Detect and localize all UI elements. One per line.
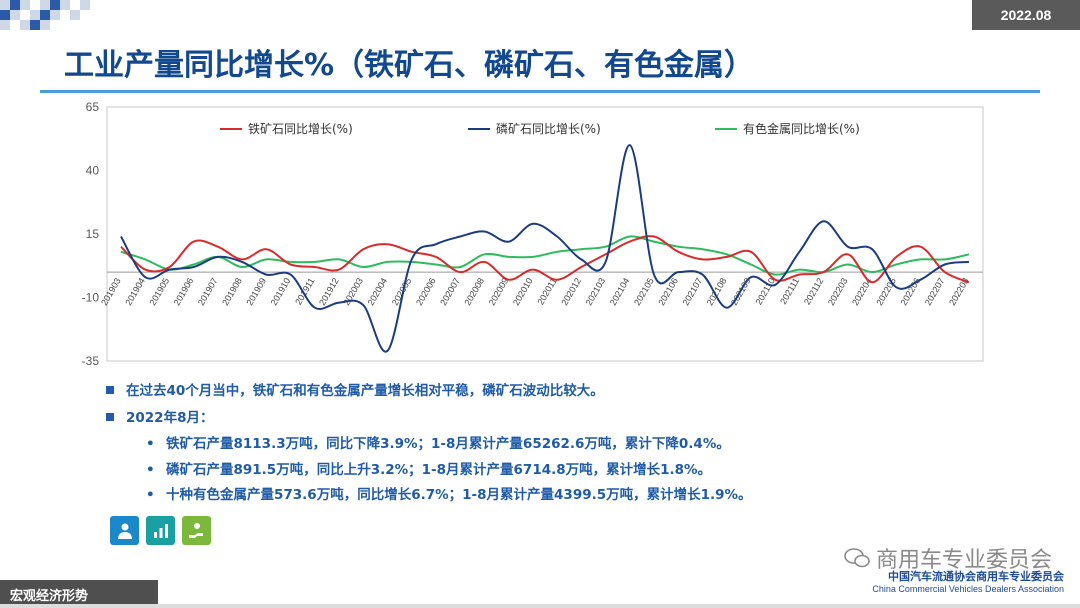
square-bullet-icon — [106, 413, 114, 421]
series-line-0 — [120, 235, 970, 284]
x-tick-label: 201906 — [172, 276, 196, 307]
sub-bullet-text-metals: 十种有色金属产量573.6万吨，同比增长6.7%；1-8月累计产量4399.5万… — [166, 487, 752, 503]
date-badge: 2022.08 — [972, 0, 1080, 30]
x-tick-label: 201908 — [220, 276, 244, 307]
sub-bullet-phosphate: • 磷矿石产量891.5万吨，同比上升3.2%；1-8月累计产量6714.8万吨，… — [146, 458, 711, 478]
x-tick-label: 201904 — [123, 276, 147, 307]
sub-bullet-metals: • 十种有色金属产量573.6万吨，同比增长6.7%；1-8月累计产量4399.5… — [146, 483, 752, 503]
hand-coin-icon[interactable] — [182, 516, 211, 545]
x-tick-label: 201910 — [269, 276, 293, 307]
y-tick-label: 65 — [86, 100, 100, 114]
x-tick-label: 202009 — [487, 276, 511, 307]
y-tick-label: 15 — [86, 227, 100, 241]
x-tick-label: 202011 — [535, 276, 558, 306]
title-divider — [40, 90, 1040, 93]
sub-bullet-marker: • — [146, 462, 155, 478]
x-tick-label: 202207 — [923, 276, 947, 307]
x-tick-label: 202103 — [584, 276, 608, 307]
x-tick-label: 202008 — [462, 276, 486, 307]
sub-bullet-marker: • — [146, 487, 155, 503]
x-tick-label: 202006 — [414, 276, 438, 307]
y-tick-label: -10 — [82, 291, 100, 305]
x-tick-label: 202112 — [802, 276, 825, 306]
square-bullet-icon — [106, 386, 114, 394]
bullet-text-2: 2022年8月： — [126, 410, 214, 426]
y-tick-label: -35 — [82, 354, 100, 368]
wechat-brand: 商用车专业委员会 — [844, 542, 1052, 574]
org-name-cn: 中国汽车流通协会商用车专业委员会 — [888, 570, 1064, 583]
legend-label: 铁矿石同比增长(%) — [248, 122, 353, 136]
wechat-icon — [844, 548, 870, 568]
legend-label: 有色金属同比增长(%) — [743, 121, 860, 136]
icon-row — [110, 516, 211, 545]
x-tick-label: 201905 — [148, 276, 172, 307]
bullet-item-1: 在过去40个月当中，铁矿石和有色金属产量增长相对平稳，磷矿石波动比较大。 — [106, 379, 604, 399]
x-tick-label: 202104 — [608, 276, 632, 307]
bars-icon[interactable] — [146, 516, 175, 545]
bullet-text-1: 在过去40个月当中，铁矿石和有色金属产量增长相对平稳，磷矿石波动比较大。 — [126, 383, 604, 399]
sub-bullet-text-iron: 铁矿石产量8113.3万吨，同比下降3.9%；1-8月累计产量65262.6万吨… — [166, 436, 730, 452]
x-tick-label: 202010 — [511, 276, 535, 307]
bullet-item-2: 2022年8月： — [106, 406, 213, 426]
x-tick-label: 201907 — [196, 276, 220, 307]
x-tick-label: 202107 — [681, 276, 705, 307]
x-tick-label: 202203 — [826, 276, 850, 307]
x-tick-label: 202004 — [366, 276, 390, 307]
sub-bullet-iron: • 铁矿石产量8113.3万吨，同比下降3.9%；1-8月累计产量65262.6万… — [146, 432, 730, 452]
x-tick-label: 201903 — [99, 276, 123, 307]
x-tick-label: 202007 — [438, 276, 462, 307]
org-name-en: China Commercial Vehicles Dealers Associ… — [872, 584, 1064, 594]
header-checker-decoration — [0, 0, 90, 30]
x-tick-label: 202012 — [559, 276, 583, 307]
person-icon[interactable] — [110, 516, 139, 545]
plot-area-frame — [106, 106, 984, 362]
series-line-1 — [120, 144, 970, 353]
wechat-account-name: 商用车专业委员会 — [875, 548, 1052, 573]
footer-section-label: 宏观经济形势 — [0, 580, 158, 608]
legend-label: 磷矿石同比增长(%) — [496, 121, 601, 136]
x-tick-label: 202105 — [632, 276, 656, 307]
sub-bullet-text-phosphate: 磷矿石产量891.5万吨，同比上升3.2%；1-8月累计产量6714.8万吨，累… — [166, 462, 712, 478]
x-tick-label: 202110 — [754, 276, 777, 306]
y-tick-label: 40 — [86, 164, 100, 178]
page-title: 工业产量同比增长%（铁矿石、磷矿石、有色金属） — [64, 48, 755, 83]
footer-rule — [0, 604, 1080, 608]
x-tick-label: 201909 — [244, 276, 268, 307]
sub-bullet-marker: • — [146, 436, 155, 452]
